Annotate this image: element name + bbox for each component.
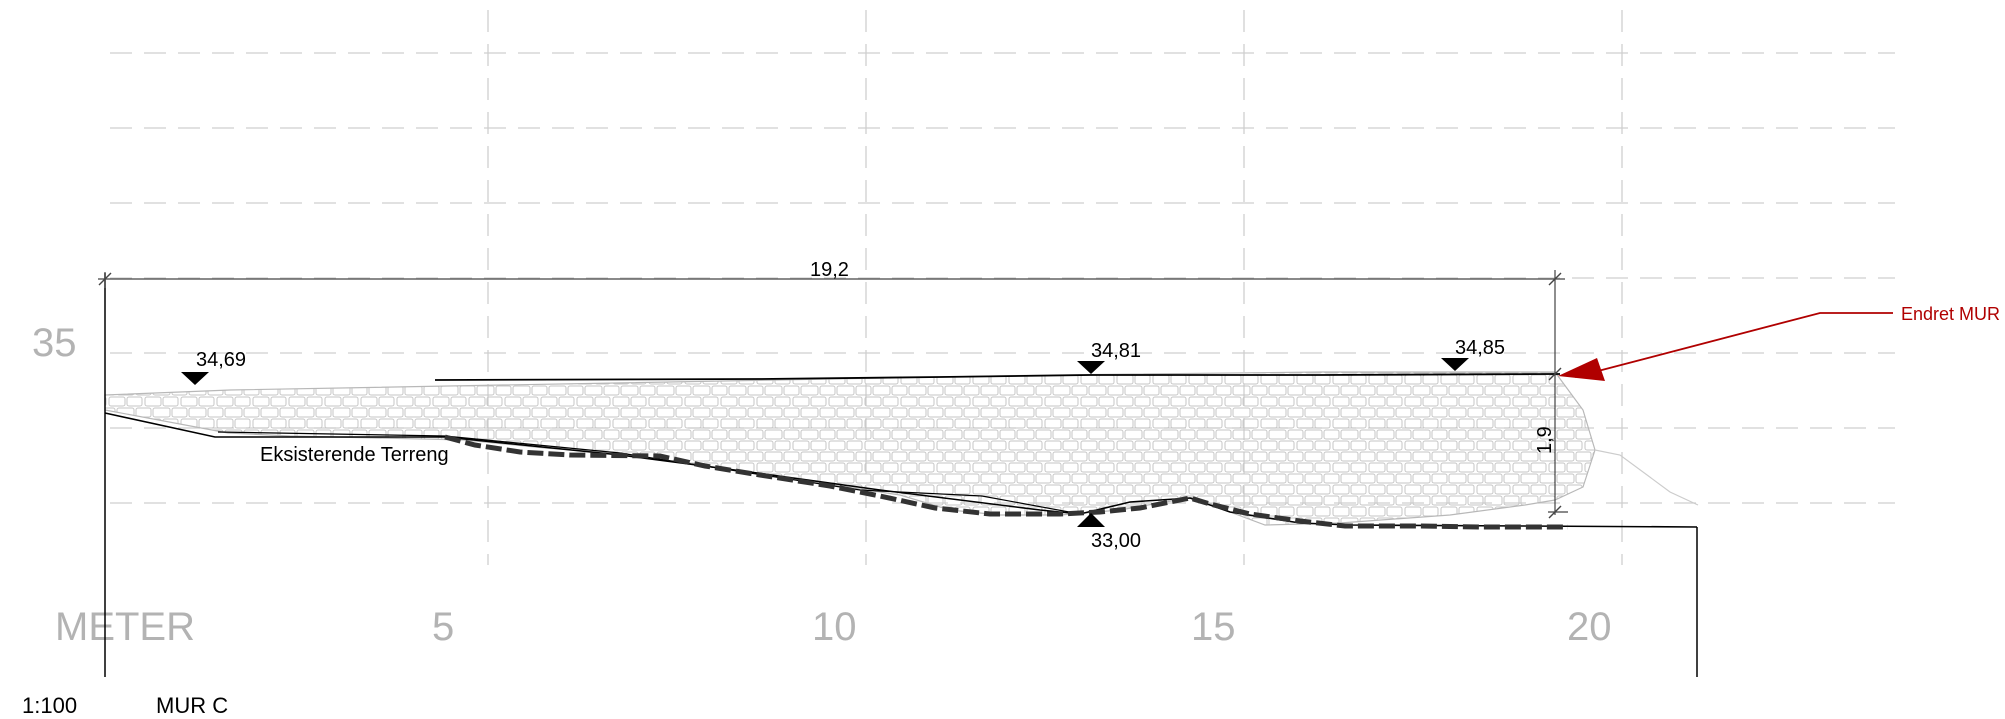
x-axis-tick-15: 15 xyxy=(1191,605,1236,649)
revision-note: Endret MUR xyxy=(1901,304,2000,324)
revision-arrow-icon xyxy=(1558,358,1605,381)
elevation-marker-bottom: 33,00 xyxy=(1077,513,1141,552)
x-axis-tick-20: 20 xyxy=(1567,605,1612,649)
drawing-title: MUR C xyxy=(156,693,228,718)
elevation-mid-label: 34,81 xyxy=(1091,340,1141,362)
wall-outer-face xyxy=(1594,449,1699,506)
elevation-triangle-icon xyxy=(1441,358,1469,371)
terrain-label: Eksisterende Terreng xyxy=(260,444,449,466)
x-axis-tick-10: 10 xyxy=(812,605,857,649)
foundation-line xyxy=(444,434,1568,530)
dimension-length: 19,2 xyxy=(98,259,1565,515)
unit-label: METER xyxy=(55,605,195,649)
y-axis-tick-35: 35 xyxy=(32,321,77,365)
wall-top-line xyxy=(434,373,1561,381)
elevation-marker-right: 34,85 xyxy=(1441,337,1505,371)
elevation-triangle-icon xyxy=(181,372,209,385)
elevation-marker-mid: 34,81 xyxy=(1077,340,1141,374)
elevation-left-label: 34,69 xyxy=(196,349,246,371)
elevation-marker-left: 34,69 xyxy=(181,349,246,385)
scale-label: 1:100 xyxy=(22,693,77,718)
x-axis-tick-5: 5 xyxy=(432,605,454,649)
dimension-height: 1,9 xyxy=(1534,367,1568,519)
elevation-triangle-icon xyxy=(1077,361,1105,374)
dimension-length-label: 19,2 xyxy=(810,259,849,281)
revision-leader: Endret MUR xyxy=(1558,304,2000,381)
elevation-triangle-icon xyxy=(1077,513,1105,527)
elevation-right-label: 34,85 xyxy=(1455,337,1505,359)
dimension-height-label: 1,9 xyxy=(1534,426,1556,454)
elevation-bottom-label: 33,00 xyxy=(1091,530,1141,552)
